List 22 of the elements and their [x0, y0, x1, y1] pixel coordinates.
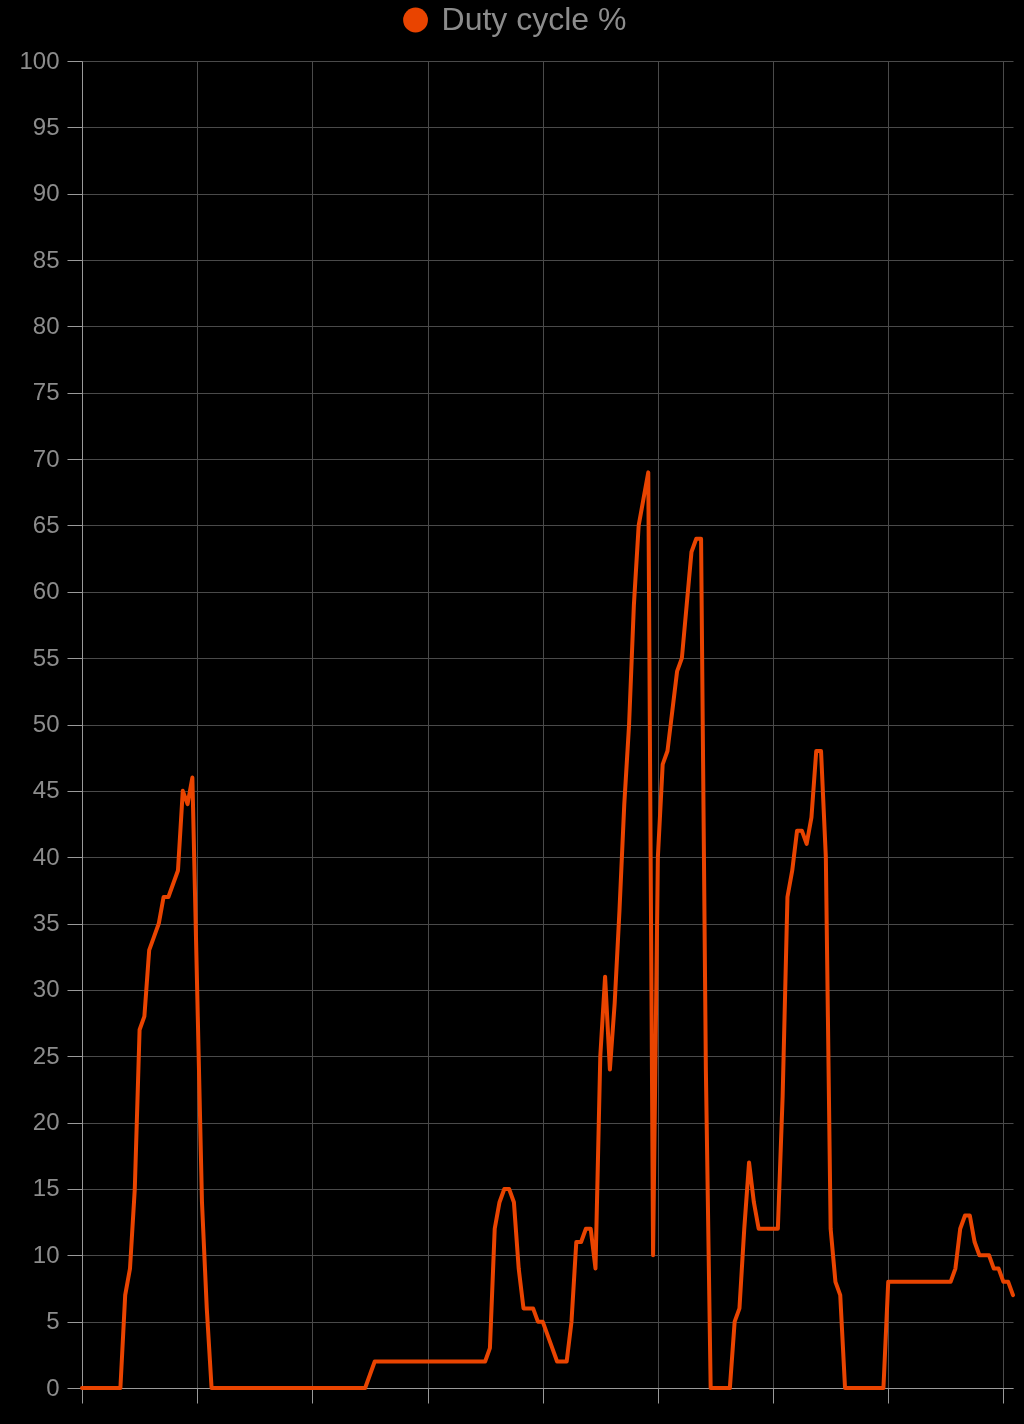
y-tick-label: 20 [32, 1108, 60, 1136]
y-tick-label: 90 [32, 179, 60, 207]
y-tick-label: 45 [32, 776, 60, 804]
y-tick-label: 65 [32, 510, 60, 538]
y-tick-label: 85 [32, 245, 60, 273]
y-tick-label: 75 [32, 378, 60, 406]
legend-label: Duty cycle % [441, 1, 627, 37]
y-tick-label: 50 [32, 710, 60, 737]
y-tick-label: 35 [32, 909, 60, 937]
y-tick-label: 0 [46, 1373, 60, 1401]
y-tick-label: 60 [32, 577, 60, 605]
y-tick-label: 80 [32, 311, 60, 339]
y-tick-label: 25 [32, 1041, 60, 1069]
y-tick-label: 5 [46, 1307, 60, 1335]
y-tick-label: 40 [32, 842, 60, 870]
y-tick-label: 10 [32, 1240, 60, 1268]
y-tick-label: 70 [32, 444, 60, 472]
y-tick-label: 30 [32, 975, 60, 1003]
y-tick-label: 15 [32, 1174, 60, 1202]
y-tick-label: 100 [19, 46, 60, 74]
y-tick-label: 95 [32, 112, 60, 140]
y-tick-label: 55 [32, 643, 60, 671]
